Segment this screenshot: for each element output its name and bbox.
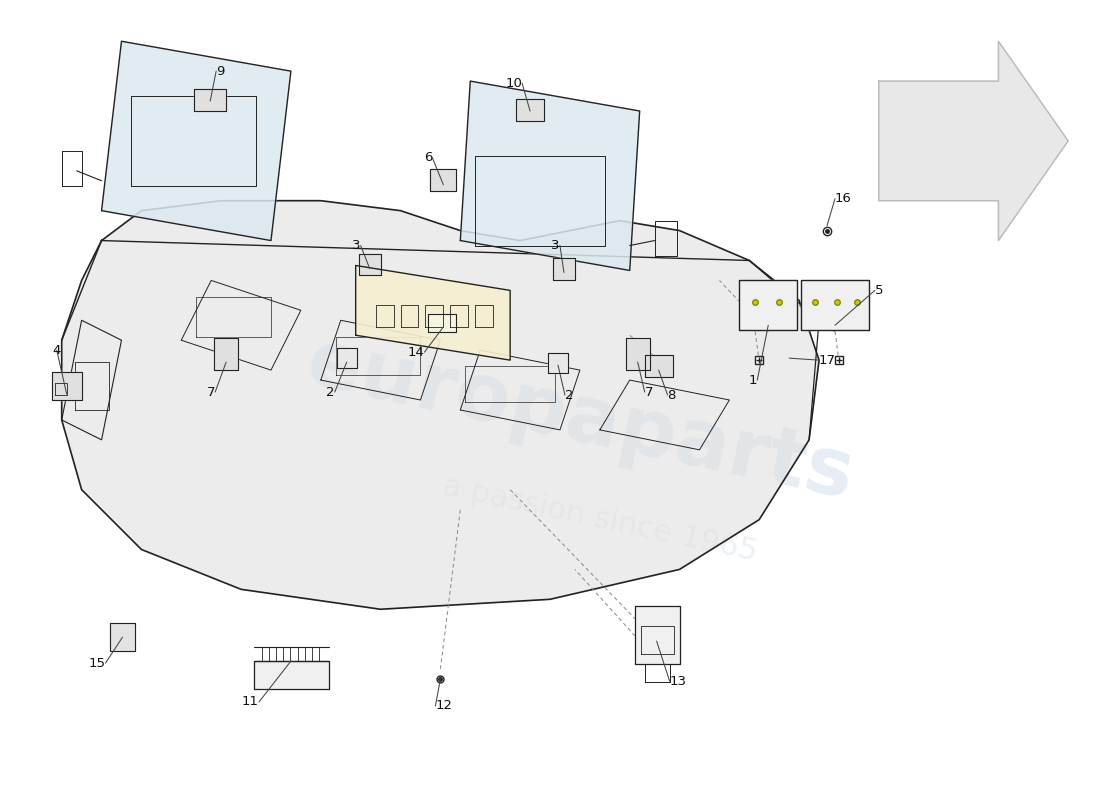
Polygon shape: [430, 169, 456, 190]
Polygon shape: [739, 281, 798, 330]
Text: europaparts: europaparts: [299, 324, 860, 516]
Polygon shape: [548, 353, 568, 373]
Polygon shape: [254, 661, 329, 689]
Polygon shape: [337, 348, 356, 368]
Polygon shape: [879, 42, 1068, 241]
Text: 7: 7: [207, 386, 216, 398]
Polygon shape: [645, 355, 672, 377]
Text: 10: 10: [505, 77, 522, 90]
Polygon shape: [355, 266, 510, 360]
Polygon shape: [110, 623, 135, 651]
Polygon shape: [62, 201, 820, 610]
Text: 3: 3: [551, 239, 560, 252]
Text: 8: 8: [668, 389, 676, 402]
Polygon shape: [516, 99, 544, 121]
Text: a passion since 1965: a passion since 1965: [440, 472, 760, 567]
Polygon shape: [460, 81, 640, 270]
Text: 12: 12: [436, 699, 452, 713]
Polygon shape: [359, 254, 381, 275]
Polygon shape: [428, 314, 456, 332]
Text: 2: 2: [565, 389, 573, 402]
Text: 11: 11: [242, 695, 258, 709]
Text: 16: 16: [835, 192, 851, 206]
Polygon shape: [52, 372, 81, 400]
Polygon shape: [214, 338, 238, 370]
Text: 5: 5: [874, 284, 883, 297]
Text: 7: 7: [645, 386, 653, 398]
Text: 4: 4: [53, 344, 60, 357]
Polygon shape: [626, 338, 650, 370]
Polygon shape: [553, 258, 575, 281]
Text: 1: 1: [749, 374, 757, 386]
Text: 2: 2: [327, 386, 334, 398]
Polygon shape: [635, 606, 680, 664]
Polygon shape: [801, 281, 869, 330]
Text: 9: 9: [217, 65, 224, 78]
Text: 13: 13: [670, 674, 686, 687]
Polygon shape: [195, 89, 227, 111]
Text: 17: 17: [820, 354, 836, 366]
Text: 14: 14: [408, 346, 425, 358]
Text: 3: 3: [352, 239, 361, 252]
Text: 6: 6: [424, 151, 432, 164]
Polygon shape: [101, 42, 290, 241]
Text: 15: 15: [88, 657, 106, 670]
